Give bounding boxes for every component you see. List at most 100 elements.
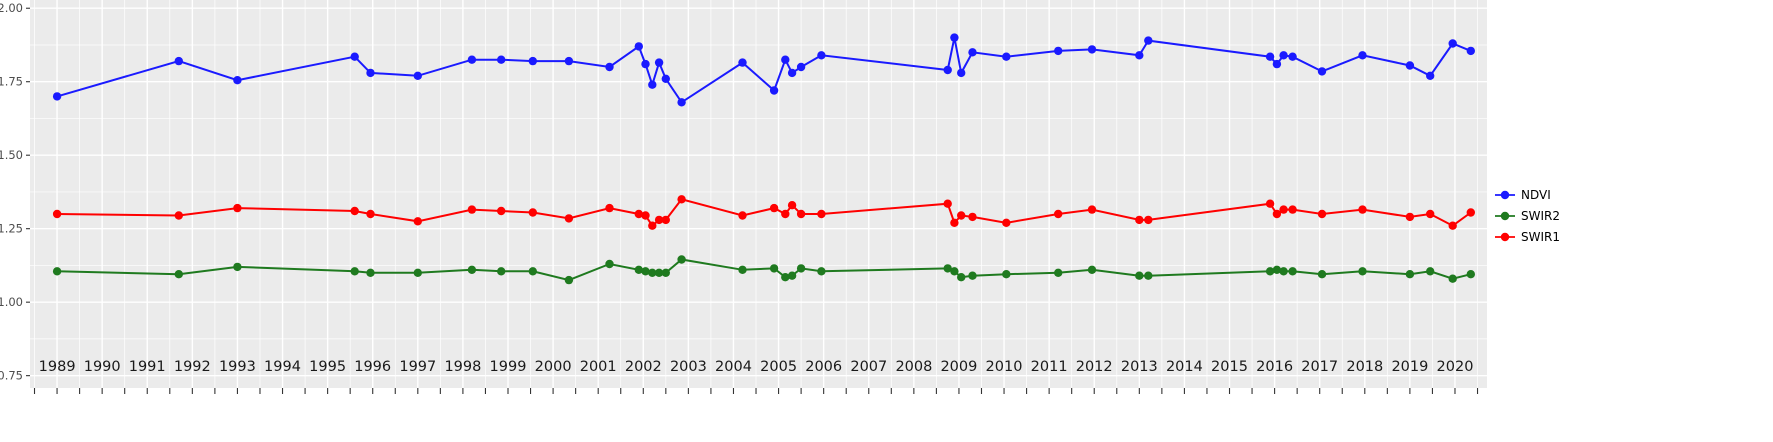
data-point-ndvi <box>943 65 952 75</box>
data-point-ndvi <box>654 58 664 67</box>
data-point-swir1 <box>564 214 574 223</box>
x-tick-label: 2002 <box>625 359 662 375</box>
data-point-swir1 <box>350 206 359 216</box>
data-point-swir1 <box>605 203 614 213</box>
data-point-swir1 <box>654 215 664 225</box>
data-point-swir2 <box>350 267 359 276</box>
series-ndvi <box>52 33 1476 107</box>
data-point-swir1 <box>1272 209 1282 219</box>
data-point-swir1 <box>817 209 826 219</box>
x-tick-label: 1993 <box>219 359 256 375</box>
data-point-swir1 <box>943 199 952 208</box>
data-point-swir2 <box>943 264 952 273</box>
x-tick-label: 2020 <box>1437 359 1474 375</box>
x-tick-label: 2000 <box>535 359 572 375</box>
data-point-swir2 <box>1466 270 1476 279</box>
x-tick-label: 2017 <box>1301 359 1338 375</box>
data-point-ndvi <box>1448 39 1457 48</box>
data-point-ndvi <box>817 51 826 60</box>
data-point-ndvi <box>233 76 242 85</box>
data-point-swir1 <box>1426 209 1435 219</box>
legend-item-ndvi: NDVI <box>1494 186 1560 204</box>
legend-key-ndvi-icon <box>1495 190 1515 200</box>
x-axis-labels: 1989 1990 1991 1992 1993 1994 1995 1996 1997 1998… <box>39 359 1474 375</box>
data-point-ndvi <box>787 68 797 78</box>
data-point-swir2 <box>52 267 62 276</box>
legend: NDVI SWIR2 SWIR1 <box>1494 186 1560 246</box>
x-tick-label: 2019 <box>1391 359 1428 375</box>
data-point-ndvi <box>1002 52 1011 61</box>
data-point-swir2 <box>1426 267 1435 276</box>
plot-panel <box>30 0 1487 388</box>
data-point-swir1 <box>781 209 790 219</box>
x-tick-label: 2009 <box>940 359 977 375</box>
x-tick-label: 2006 <box>805 359 842 375</box>
data-point-swir1 <box>677 195 686 204</box>
data-point-swir1 <box>648 221 657 230</box>
x-tick-label: 2010 <box>986 359 1023 375</box>
y-tick-label: 0.75 <box>0 369 23 383</box>
x-tick-label: 1994 <box>264 359 301 375</box>
data-point-swir2 <box>1448 274 1457 283</box>
x-tick-label: 2012 <box>1076 359 1113 375</box>
data-point-ndvi <box>1279 51 1288 60</box>
data-point-ndvi <box>1358 51 1367 60</box>
y-tick-label: 1.50 <box>0 148 23 162</box>
y-tick-label: 2.00 <box>0 1 23 15</box>
data-point-swir2 <box>528 267 537 276</box>
x-tick-label: 2011 <box>1031 359 1068 375</box>
data-point-swir2 <box>1087 265 1097 274</box>
data-point-ndvi <box>174 56 183 66</box>
data-point-swir1 <box>1358 205 1367 214</box>
data-point-swir1 <box>968 212 977 222</box>
data-point-swir1 <box>738 211 747 220</box>
data-point-ndvi <box>497 55 506 64</box>
data-point-swir1 <box>1144 215 1153 225</box>
data-point-swir2 <box>233 262 242 272</box>
data-point-swir2 <box>1405 270 1415 279</box>
data-point-swir1 <box>950 218 959 227</box>
data-point-swir2 <box>648 268 657 277</box>
legend-key-swir1-icon <box>1495 232 1515 242</box>
x-tick-label: 1992 <box>174 359 211 375</box>
data-point-swir1 <box>769 203 779 213</box>
data-point-swir1 <box>1279 205 1288 214</box>
data-point-ndvi <box>1144 36 1153 45</box>
x-tick-label: 2008 <box>895 359 932 375</box>
x-tick-label: 1989 <box>39 359 76 375</box>
data-point-ndvi <box>1272 59 1282 69</box>
data-point-ndvi <box>52 92 62 101</box>
y-axis-labels: 2.00 1.75 1.50 1.25 1.00 0.75 <box>0 1 23 383</box>
data-point-swir1 <box>366 209 375 219</box>
x-tick-label: 1995 <box>309 359 346 375</box>
data-point-swir2 <box>950 267 959 276</box>
data-point-ndvi <box>528 56 537 66</box>
y-tick-label: 1.75 <box>0 75 23 89</box>
data-point-swir2 <box>641 267 650 276</box>
data-point-swir2 <box>677 255 686 264</box>
data-point-swir2 <box>1144 271 1153 280</box>
legend-key-swir2-icon <box>1495 211 1515 221</box>
data-point-swir1 <box>1448 221 1457 230</box>
data-point-swir2 <box>1358 267 1367 276</box>
data-point-ndvi <box>605 62 614 72</box>
data-point-swir1 <box>634 209 643 219</box>
x-tick-label: 1990 <box>84 359 121 375</box>
data-point-swir1 <box>1405 212 1415 222</box>
data-point-swir1 <box>413 217 422 226</box>
x-tick-label: 2003 <box>670 359 707 375</box>
data-point-swir1 <box>1054 209 1063 219</box>
x-tick-label: 2004 <box>715 359 752 375</box>
legend-label-swir1: SWIR1 <box>1521 230 1560 244</box>
data-point-swir1 <box>1466 208 1476 217</box>
x-tick-label: 1991 <box>129 359 166 375</box>
data-point-swir2 <box>787 271 797 280</box>
data-point-swir2 <box>796 264 806 273</box>
data-point-swir2 <box>968 271 977 280</box>
data-point-ndvi <box>1087 45 1097 54</box>
data-point-swir1 <box>1317 209 1327 219</box>
data-point-swir2 <box>1288 267 1297 276</box>
data-point-ndvi <box>350 52 359 61</box>
data-point-ndvi <box>467 55 477 64</box>
